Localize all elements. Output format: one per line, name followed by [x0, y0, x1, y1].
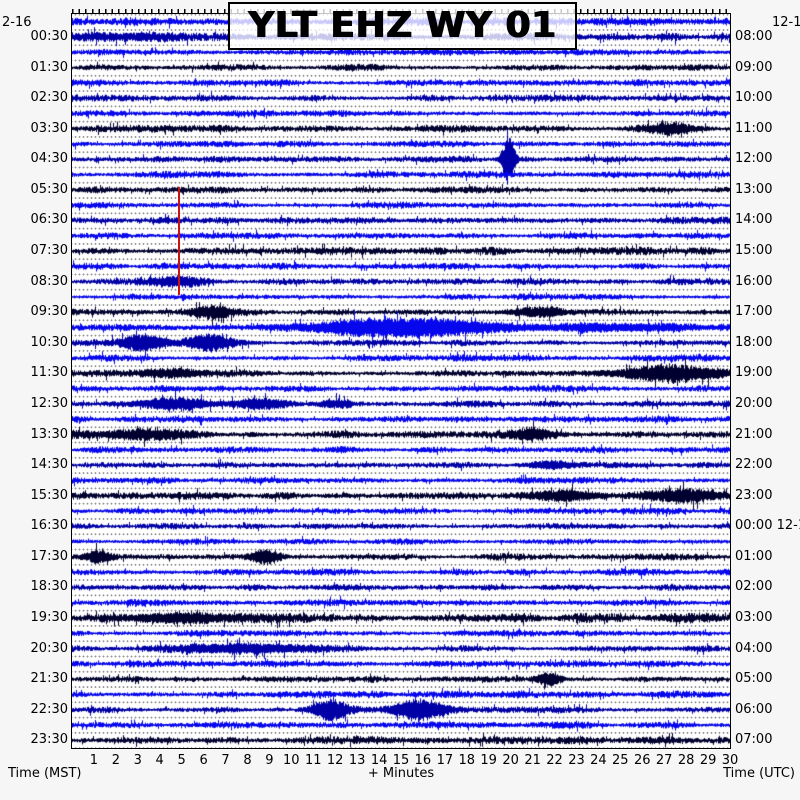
seismogram-canvas — [71, 13, 730, 748]
left-time-label: 15:30 — [30, 487, 68, 503]
left-time-label: 13:30 — [30, 426, 68, 442]
right-time-label: 03:00 — [735, 610, 773, 625]
minute-tick-label: 13 — [348, 753, 366, 768]
minute-tick-label: 20 — [502, 753, 519, 768]
minute-tick-label: 29 — [699, 753, 717, 768]
left-time-label: 21:30 — [30, 671, 68, 687]
right-time-label: 06:00 — [735, 701, 773, 717]
right-time-label: 10:00 — [735, 90, 773, 106]
right-time-label: 21:00 — [735, 426, 773, 442]
plot-area — [70, 12, 731, 749]
left-time-label: 00:30 — [30, 28, 68, 44]
minute-tick-label: 27 — [655, 753, 673, 768]
left-time-label: 11:30 — [30, 365, 68, 381]
station-title-box: YLT EHZ WY 01 — [228, 2, 577, 50]
left-axis-caption: Time (MST) — [8, 766, 82, 781]
left-time-label: 04:30 — [30, 151, 68, 167]
left-time-label: 14:30 — [30, 457, 68, 473]
right-time-label: 07:00 — [735, 732, 773, 748]
right-time-label: 11:00 — [735, 120, 773, 136]
right-time-label: 04:00 — [735, 640, 773, 656]
minute-tick-label: 17 — [436, 753, 454, 768]
left-time-label: 05:30 — [30, 181, 68, 197]
left-time-label: 06:30 — [30, 212, 68, 228]
right-time-label: 02:00 — [735, 579, 773, 595]
minute-tick-label: 23 — [568, 753, 585, 768]
right-time-label: 23:00 — [735, 487, 773, 503]
date-top-left: 2-16 — [2, 15, 32, 30]
left-time-label: 20:30 — [30, 640, 68, 656]
bottom-axis-caption: + Minutes — [367, 766, 435, 781]
minute-tick-label: 8 — [243, 753, 252, 768]
left-time-label: 09:30 — [30, 304, 68, 320]
right-time-label: 00:00 12-17 — [735, 518, 800, 534]
minute-tick-label: 2 — [111, 753, 121, 768]
right-time-label: 14:00 — [735, 212, 773, 228]
minute-tick-label: 24 — [590, 753, 607, 768]
minute-tick-label: 19 — [480, 753, 497, 768]
right-time-label: 08:00 — [735, 28, 773, 44]
right-time-label: 22:00 — [735, 457, 773, 473]
right-axis-caption: Time (UTC) — [723, 766, 795, 781]
minute-tick-label: 11 — [305, 753, 322, 768]
minute-tick-label: 25 — [612, 753, 629, 768]
minute-tick-label: 4 — [155, 753, 164, 768]
minute-tick-label: 26 — [634, 753, 651, 768]
left-time-label: 01:30 — [30, 59, 68, 75]
right-time-label: 19:00 — [735, 365, 773, 381]
left-time-label: 08:30 — [30, 273, 68, 289]
left-time-label: 02:30 — [30, 90, 68, 106]
minute-tick-label: 6 — [199, 753, 208, 768]
left-time-label: 17:30 — [30, 548, 68, 564]
minute-tick-label: 7 — [221, 753, 230, 768]
event-marker-line — [178, 186, 181, 296]
right-time-label: 17:00 — [735, 304, 773, 320]
minute-tick-label: 14 — [370, 753, 388, 768]
left-time-label: 16:30 — [30, 518, 68, 534]
right-time-label: 12:00 — [735, 151, 773, 167]
minute-tick-label: 16 — [414, 753, 432, 768]
right-time-label: 20:00 — [735, 395, 773, 411]
left-time-label: 03:30 — [30, 120, 68, 136]
left-time-label: 10:30 — [30, 334, 68, 350]
right-time-label: 05:00 — [735, 671, 773, 687]
left-time-label: 19:30 — [30, 610, 68, 625]
minute-tick-label: 30 — [721, 753, 739, 768]
minute-tick-label: 15 — [392, 753, 410, 768]
minute-tick-label: 1 — [89, 753, 99, 768]
left-time-label: 18:30 — [30, 579, 68, 595]
left-time-label: 23:30 — [30, 732, 68, 748]
minute-tick-label: 21 — [524, 753, 541, 768]
minute-tick-label: 28 — [677, 753, 695, 768]
minute-tick-label: 9 — [265, 753, 274, 768]
minute-tick-label: 18 — [458, 753, 476, 768]
date-top-right: 12-1 — [772, 15, 800, 30]
right-time-label: 16:00 — [735, 273, 773, 289]
right-time-label: 18:00 — [735, 334, 773, 350]
minute-tick-label: 10 — [283, 753, 300, 768]
left-time-label: 22:30 — [30, 701, 68, 717]
station-title: YLT EHZ WY 01 — [248, 5, 557, 46]
minute-tick-label: 3 — [133, 753, 142, 768]
right-time-label: 09:00 — [735, 59, 773, 75]
minute-tick-label: 22 — [546, 753, 563, 768]
right-time-label: 15:00 — [735, 243, 773, 258]
left-time-label: 07:30 — [30, 243, 68, 258]
left-time-label: 12:30 — [30, 395, 68, 411]
right-time-label: 01:00 — [735, 548, 773, 564]
minute-tick-label: 5 — [177, 753, 186, 768]
right-time-label: 13:00 — [735, 181, 773, 197]
minute-tick-label: 12 — [326, 753, 344, 768]
